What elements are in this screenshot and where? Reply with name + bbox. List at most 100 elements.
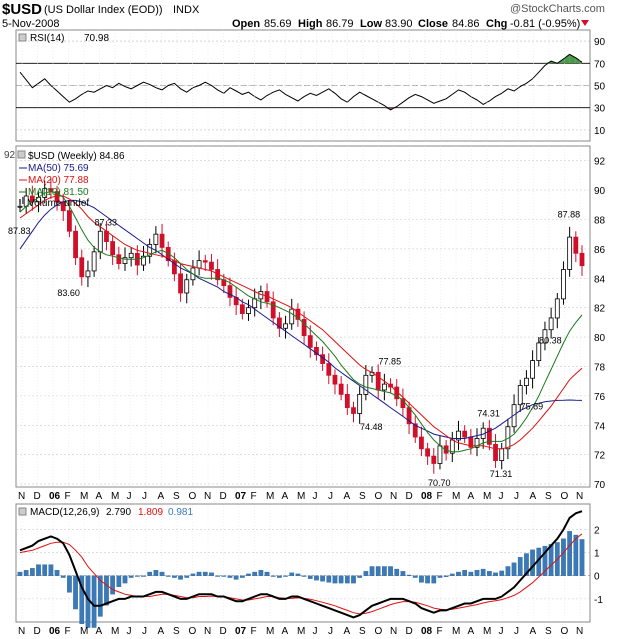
macd-hist-bar xyxy=(505,566,511,576)
macd-hist-bar xyxy=(517,557,523,576)
month-label: J xyxy=(499,491,504,502)
price-annotation: 74.48 xyxy=(360,422,383,432)
price-tick-label: 76 xyxy=(594,392,606,403)
month-label: F xyxy=(437,491,443,502)
price-bar-body xyxy=(548,317,554,331)
low-value: 83.90 xyxy=(385,18,413,30)
month-label: S xyxy=(359,491,366,502)
macd-hist-bar xyxy=(36,564,41,576)
month-label: F xyxy=(437,626,443,637)
low-label: Low xyxy=(360,18,382,30)
macd-hist-bar xyxy=(351,575,356,584)
month-label: J xyxy=(142,491,147,502)
price-legend: 92 $USD (Weekly) 84.86 MA(50) 75.69 MA(2… xyxy=(4,150,125,209)
price-bar-body xyxy=(443,445,449,454)
macd-line xyxy=(19,510,583,619)
macd-hist-bar xyxy=(246,573,251,576)
price-bar-body xyxy=(73,230,78,259)
month-label: S xyxy=(173,491,180,502)
macd-hist-bar xyxy=(73,575,78,610)
macd-hist-bar xyxy=(209,572,214,576)
price-bar-body xyxy=(209,261,214,270)
macd-hist-bar xyxy=(196,571,202,576)
price-bar-body xyxy=(283,323,288,329)
macd-hist-bar xyxy=(363,571,369,576)
macd-hist-bar xyxy=(320,575,325,582)
price-annotation: 75.89 xyxy=(521,401,544,411)
month-label: A xyxy=(158,626,165,637)
legend-title: $USD (Weekly) 84.86 xyxy=(28,151,125,162)
macd-hist-bar xyxy=(215,575,220,577)
price-bar-body xyxy=(128,252,134,259)
price-bar-body xyxy=(295,308,301,320)
macd-panel-frame xyxy=(15,503,591,623)
macd-histogram xyxy=(17,531,585,628)
macd-tick-label: -1 xyxy=(594,595,603,606)
copyright-label: @StockCharts.com xyxy=(510,3,605,15)
month-label: F xyxy=(251,626,257,637)
chg-label: Chg xyxy=(486,18,507,30)
month-label: N xyxy=(576,626,583,637)
macd-hist-bar xyxy=(561,538,566,576)
high-label: High xyxy=(298,18,323,30)
volume-swatch xyxy=(19,199,21,204)
month-axis-bottom: N D 06 F M A M J J A S O N D 07 F M A M J J A S O N D 08 F M A M J J A S O N xyxy=(18,626,583,637)
price-bar-body xyxy=(517,385,523,406)
macd-hist-bar xyxy=(456,571,461,576)
macd-hist-bar xyxy=(344,575,350,584)
price-bar-body xyxy=(486,427,492,445)
volume-swatch-2 xyxy=(22,197,24,204)
month-label: D xyxy=(34,491,41,502)
rsi-fill-zones xyxy=(384,54,582,110)
rsi-tick-label: 70 xyxy=(594,59,606,70)
price-annotation: 87.33 xyxy=(94,217,117,227)
price-bar-body xyxy=(178,273,183,294)
month-label: 08 xyxy=(421,491,433,502)
macd-hist-bar xyxy=(307,575,313,579)
macd-hist-bar xyxy=(462,570,468,576)
macd-hist-value: 0.981 xyxy=(168,507,193,518)
macd-hist-bar xyxy=(116,575,122,587)
month-label: O xyxy=(375,491,383,502)
macd-hist-bar xyxy=(314,575,319,581)
macd-hist-bar xyxy=(579,539,585,576)
month-label: F xyxy=(65,491,71,502)
month-label: A xyxy=(96,491,103,502)
macd-hist-bar xyxy=(338,575,344,584)
month-label: 07 xyxy=(235,491,247,502)
price-annotation: 80.38 xyxy=(539,335,562,345)
price-annotation: 77.85 xyxy=(379,357,402,367)
macd-hist-bar xyxy=(468,571,474,576)
macd-hist-bar xyxy=(480,568,486,576)
month-label: M xyxy=(452,491,460,502)
rsi-tick-label: 90 xyxy=(594,37,606,48)
month-label: F xyxy=(251,491,257,502)
macd-hist-bar xyxy=(332,575,338,584)
month-label: J xyxy=(127,491,132,502)
ma20-line xyxy=(19,195,583,450)
ma50-line xyxy=(19,199,583,439)
price-bar-body xyxy=(573,236,579,254)
macd-hist-bar xyxy=(375,566,381,576)
macd-tick-label: 0 xyxy=(594,572,600,583)
month-label: M xyxy=(111,491,119,502)
price-bar-body xyxy=(314,346,319,356)
chg-value: -0.81 (-0.95%) xyxy=(510,18,580,30)
price-bar-body xyxy=(184,279,190,294)
month-label: M xyxy=(483,626,491,637)
rsi-overbought-fill xyxy=(569,54,576,64)
price-bar-body xyxy=(338,383,344,395)
rsi-value: 70.98 xyxy=(84,33,109,44)
macd-hist-bar xyxy=(147,571,153,576)
price-bar-body xyxy=(239,304,245,314)
month-label: N xyxy=(204,491,211,502)
month-label: J xyxy=(328,626,333,637)
price-bar-body xyxy=(165,247,171,262)
macd-hist-bar xyxy=(425,575,430,584)
month-label: A xyxy=(530,626,537,637)
macd-hist-bar xyxy=(400,571,406,576)
rsi-line xyxy=(19,53,583,111)
month-label: M xyxy=(80,491,88,502)
price-bar-body xyxy=(536,342,542,361)
price-bar-body xyxy=(289,308,295,325)
